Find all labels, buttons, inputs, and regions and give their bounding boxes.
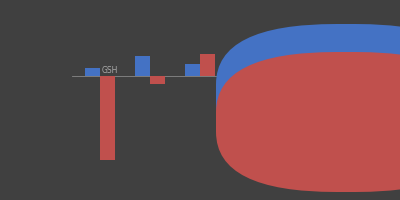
Bar — [84, 68, 100, 76]
Text: GSH: GSH — [102, 66, 118, 75]
Bar — [285, 36, 300, 76]
Bar — [135, 56, 150, 76]
Bar — [250, 60, 265, 76]
Bar — [150, 76, 165, 84]
Bar — [100, 76, 115, 160]
Bar — [235, 58, 250, 76]
Bar — [200, 54, 215, 76]
Bar — [185, 64, 200, 76]
Bar — [300, 46, 316, 76]
